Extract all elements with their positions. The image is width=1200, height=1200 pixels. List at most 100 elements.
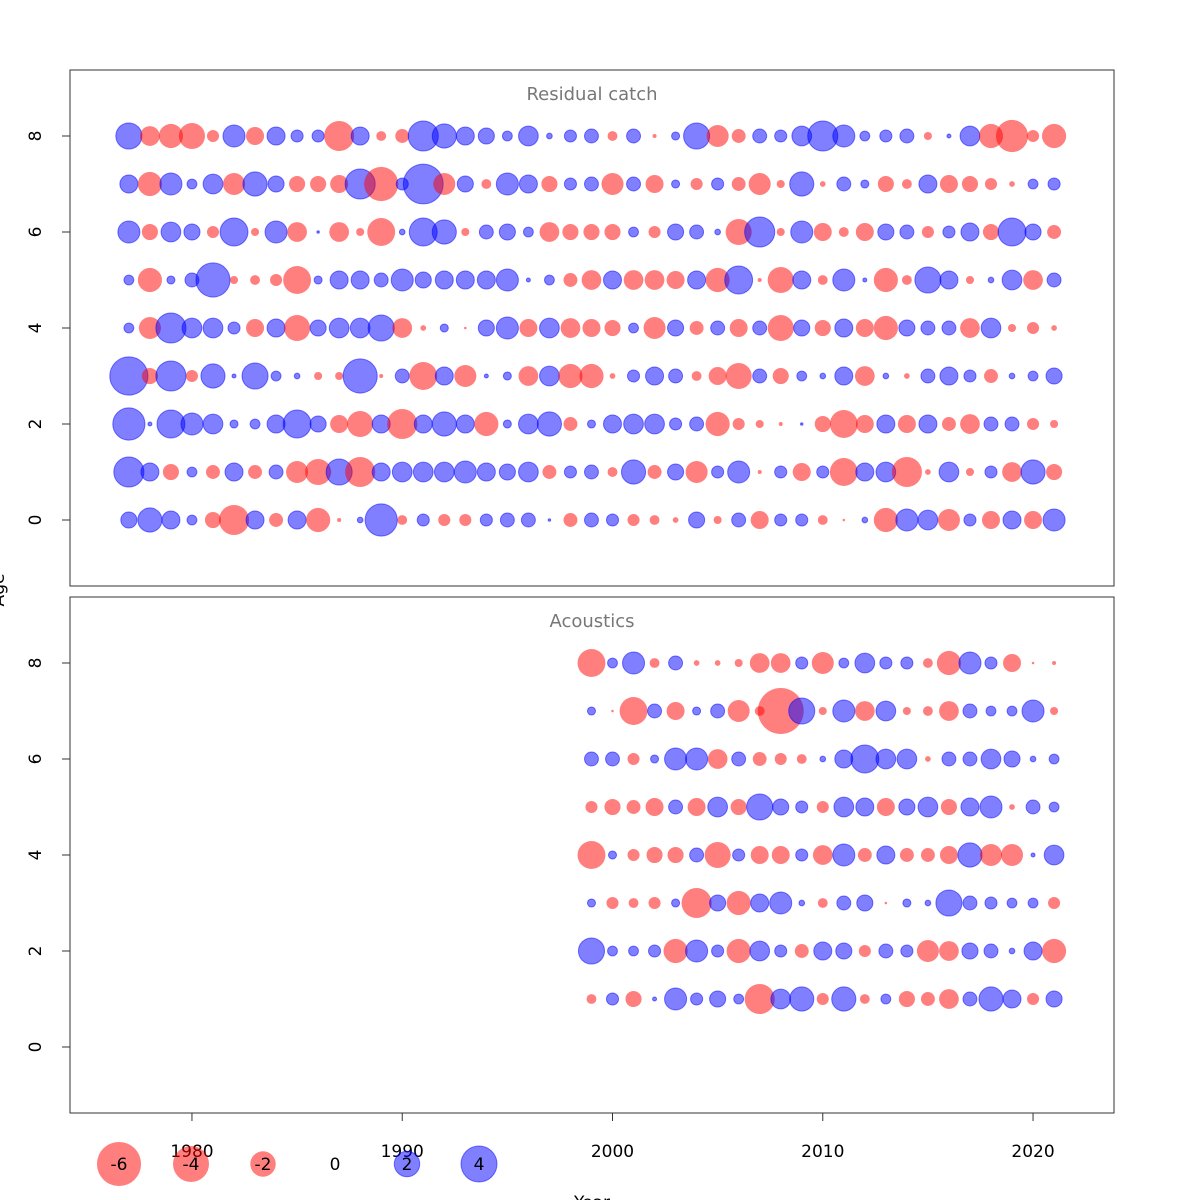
bubble xyxy=(692,706,702,716)
bubble xyxy=(873,267,898,293)
bubble xyxy=(836,176,852,192)
bubble xyxy=(412,461,434,483)
bubble xyxy=(586,419,596,429)
bubble xyxy=(155,312,187,344)
bubble xyxy=(713,515,722,525)
bubble xyxy=(186,178,198,190)
bubble xyxy=(1024,511,1043,529)
bubble xyxy=(729,319,748,337)
bubble xyxy=(829,458,858,486)
bubble xyxy=(873,315,898,341)
bubble xyxy=(539,222,560,242)
bubble xyxy=(834,749,854,769)
bubble xyxy=(978,123,1004,149)
bubble xyxy=(850,744,880,774)
bubble xyxy=(1025,799,1041,815)
bubble xyxy=(916,939,939,963)
bubble xyxy=(941,320,957,336)
bubble xyxy=(626,176,642,192)
bubble xyxy=(727,460,751,484)
bubble xyxy=(604,223,621,241)
bubble xyxy=(611,709,614,713)
bubble xyxy=(518,174,538,194)
bubble xyxy=(813,941,833,961)
bubble xyxy=(795,656,809,670)
bubble xyxy=(690,992,704,1006)
bubble xyxy=(693,660,700,666)
bubble xyxy=(689,416,705,432)
bubble xyxy=(958,651,982,675)
bubble xyxy=(290,129,304,143)
bubble xyxy=(987,276,995,284)
bubble xyxy=(752,368,768,384)
bubble xyxy=(518,461,539,483)
bubble xyxy=(995,119,1029,153)
bubble xyxy=(939,175,958,193)
bubble xyxy=(1004,416,1020,432)
bubble xyxy=(96,1141,142,1187)
bubble xyxy=(664,987,688,1011)
bubble xyxy=(899,224,915,240)
bubble xyxy=(727,699,750,723)
bubble xyxy=(603,414,623,434)
bubble xyxy=(833,796,855,818)
bubble xyxy=(690,177,703,191)
bubble xyxy=(917,796,939,818)
bubble xyxy=(1048,753,1060,765)
bubble xyxy=(923,131,932,141)
bubble xyxy=(707,749,728,769)
bubble xyxy=(921,225,934,239)
bubble xyxy=(711,465,725,479)
y-tick-label: 4 xyxy=(26,323,46,334)
bubble xyxy=(671,898,681,908)
bubble xyxy=(732,848,746,862)
bubble xyxy=(416,513,430,527)
bubble xyxy=(123,274,135,286)
bubble xyxy=(767,314,794,342)
bubble xyxy=(499,512,515,528)
bubble xyxy=(772,798,790,816)
bubble xyxy=(1008,947,1016,955)
bubble xyxy=(609,373,616,379)
bubble xyxy=(818,706,827,716)
bubble xyxy=(770,988,792,1010)
bubble xyxy=(311,129,325,143)
bubble xyxy=(1021,699,1045,723)
bubble xyxy=(879,656,893,670)
bubble xyxy=(455,414,475,434)
bubble xyxy=(748,172,771,196)
bubble xyxy=(367,314,395,342)
bubble xyxy=(749,653,770,673)
bubble xyxy=(668,368,684,384)
bubble xyxy=(266,414,286,434)
bubble xyxy=(536,411,562,437)
bubble xyxy=(1050,706,1059,716)
bubble xyxy=(900,944,914,958)
bubble xyxy=(245,510,265,530)
bubble xyxy=(961,942,979,960)
bubble xyxy=(347,410,374,438)
bubble xyxy=(246,319,265,337)
bubble xyxy=(306,507,331,533)
bubble xyxy=(364,166,399,202)
bubble xyxy=(379,373,384,379)
bubble xyxy=(981,511,1000,529)
bubble xyxy=(345,456,376,488)
bubble xyxy=(961,175,979,193)
bubble xyxy=(627,752,640,766)
bubble xyxy=(898,990,915,1008)
bubble xyxy=(141,223,158,241)
bubble xyxy=(162,463,179,481)
bubble xyxy=(838,227,849,237)
bubble xyxy=(159,172,183,196)
bubble xyxy=(752,752,767,766)
bubble xyxy=(897,415,916,433)
bubble xyxy=(433,172,456,196)
bubble xyxy=(180,412,204,436)
bubble xyxy=(774,513,788,527)
bubble xyxy=(619,697,648,725)
bubble xyxy=(250,1151,276,1177)
bubble xyxy=(884,901,888,905)
bubble xyxy=(854,366,875,386)
bubble xyxy=(730,798,747,816)
